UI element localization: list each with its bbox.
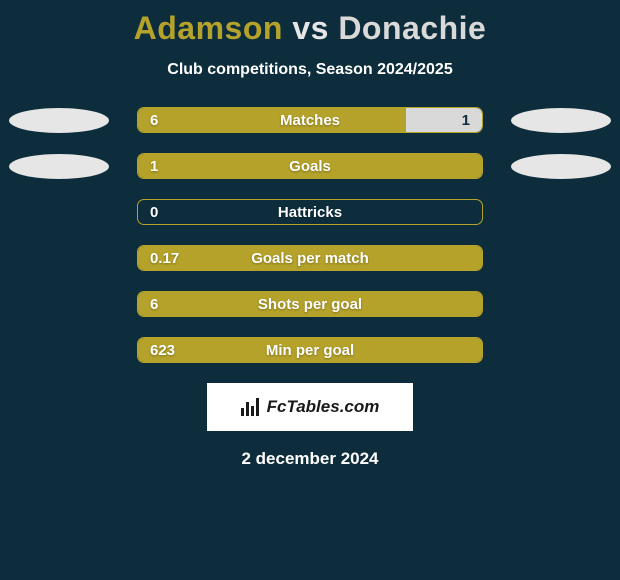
stat-bar: 623Min per goal bbox=[137, 337, 483, 363]
stat-bar: 0.17Goals per match bbox=[137, 245, 483, 271]
stat-bar: 61Matches bbox=[137, 107, 483, 133]
stat-row: 6Shots per goal bbox=[0, 291, 620, 317]
stat-row: 1Goals bbox=[0, 153, 620, 179]
stat-value-player2: 1 bbox=[462, 112, 470, 129]
stat-value-player1: 0.17 bbox=[150, 250, 179, 267]
player2-badge bbox=[511, 108, 611, 133]
vs-text: vs bbox=[292, 10, 329, 46]
player2-badge bbox=[511, 338, 611, 363]
stat-row: 0.17Goals per match bbox=[0, 245, 620, 271]
bar-fill-player1 bbox=[138, 292, 482, 316]
date-text: 2 december 2024 bbox=[0, 449, 620, 469]
player1-badge bbox=[9, 292, 109, 317]
stat-row: 623Min per goal bbox=[0, 337, 620, 363]
stats-list: 61Matches1Goals0Hattricks0.17Goals per m… bbox=[0, 107, 620, 363]
stat-value-player1: 0 bbox=[150, 204, 158, 221]
subtitle: Club competitions, Season 2024/2025 bbox=[0, 61, 620, 79]
stat-row: 0Hattricks bbox=[0, 199, 620, 225]
bar-fill-player1 bbox=[138, 338, 482, 362]
player2-badge bbox=[511, 200, 611, 225]
player1-badge bbox=[9, 108, 109, 133]
page-title: Adamson vs Donachie bbox=[0, 10, 620, 47]
bar-fill-player1 bbox=[138, 108, 406, 132]
player1-badge bbox=[9, 338, 109, 363]
stat-value-player1: 623 bbox=[150, 342, 175, 359]
stat-value-player1: 1 bbox=[150, 158, 158, 175]
player1-name: Adamson bbox=[134, 10, 283, 46]
bar-fill-player2 bbox=[406, 108, 482, 132]
stat-bar: 1Goals bbox=[137, 153, 483, 179]
player1-badge bbox=[9, 246, 109, 271]
player2-badge bbox=[511, 246, 611, 271]
bar-fill-player1 bbox=[138, 154, 482, 178]
bars-icon bbox=[241, 398, 261, 416]
player1-badge bbox=[9, 154, 109, 179]
bar-fill-player1 bbox=[138, 246, 482, 270]
player1-badge bbox=[9, 200, 109, 225]
stat-bar: 0Hattricks bbox=[137, 199, 483, 225]
fctables-logo: FcTables.com bbox=[207, 383, 413, 431]
player2-name: Donachie bbox=[338, 10, 486, 46]
comparison-card: Adamson vs Donachie Club competitions, S… bbox=[0, 0, 620, 469]
stat-label: Hattricks bbox=[138, 204, 482, 221]
player2-badge bbox=[511, 292, 611, 317]
stat-row: 61Matches bbox=[0, 107, 620, 133]
logo-text: FcTables.com bbox=[267, 397, 380, 417]
player2-badge bbox=[511, 154, 611, 179]
stat-bar: 6Shots per goal bbox=[137, 291, 483, 317]
stat-value-player1: 6 bbox=[150, 296, 158, 313]
stat-value-player1: 6 bbox=[150, 112, 158, 129]
